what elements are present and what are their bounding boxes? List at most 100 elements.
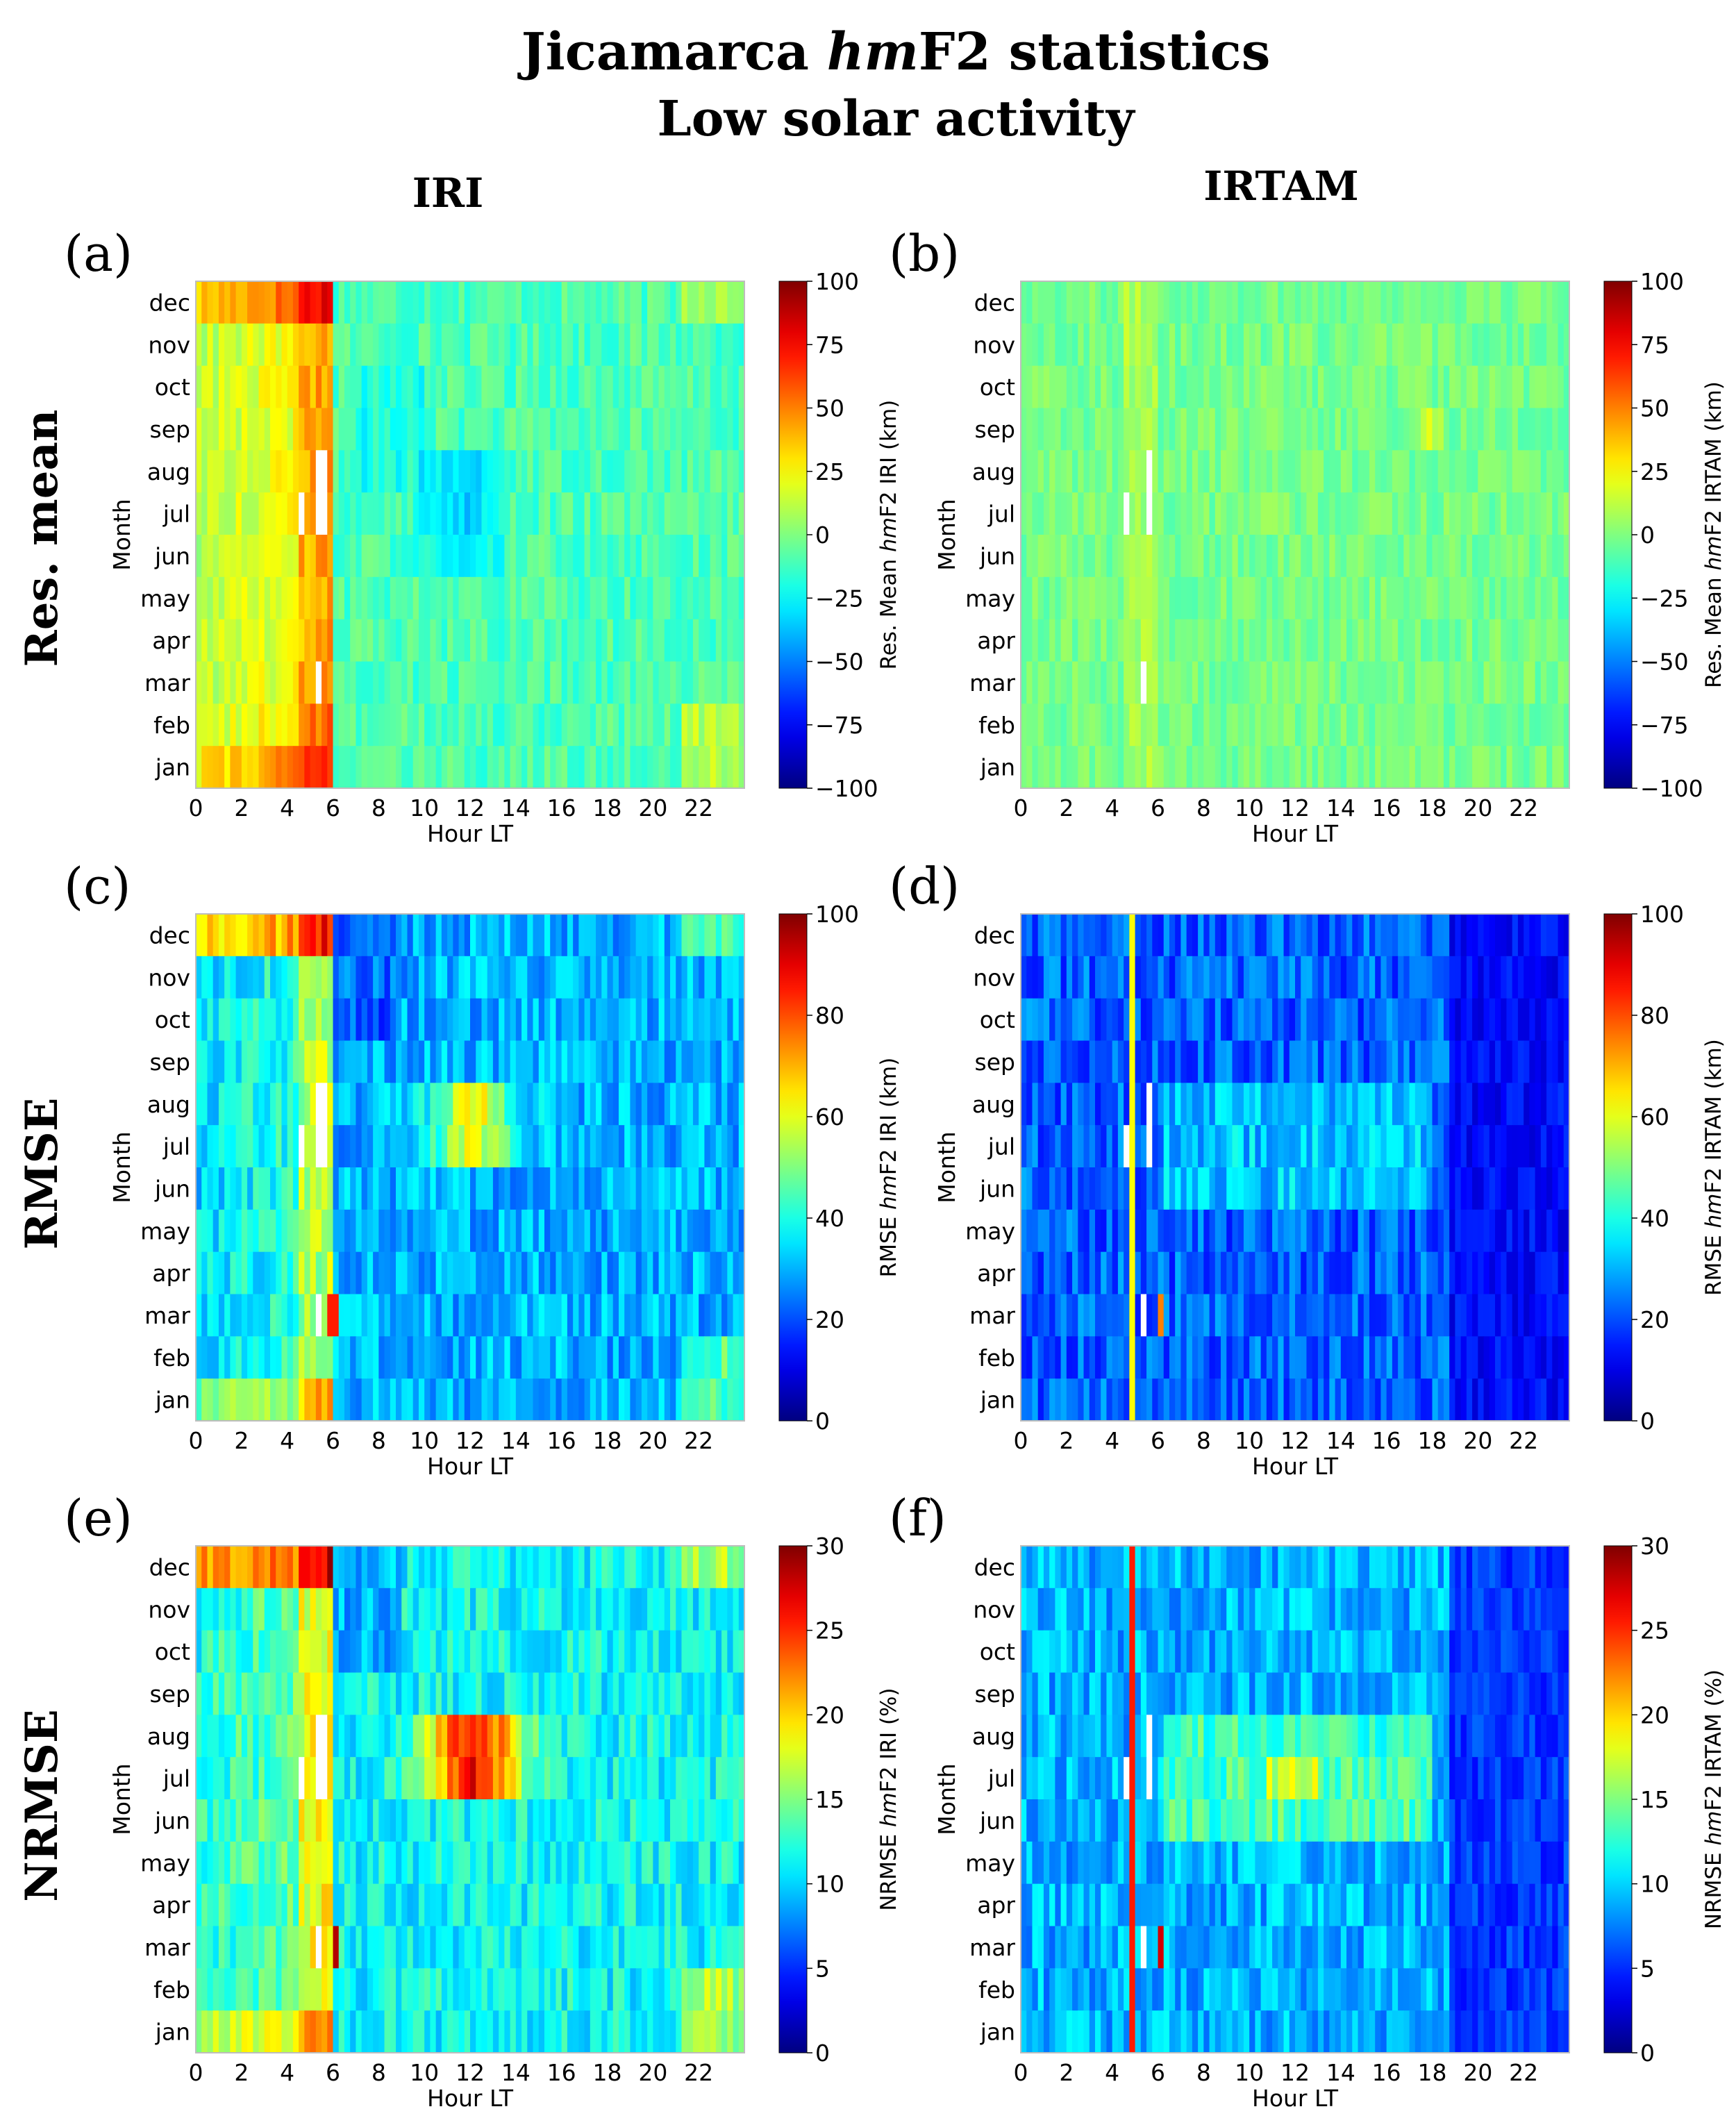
heatmap-cell (230, 1167, 237, 1210)
heatmap-cell (1094, 746, 1101, 789)
panels: (a)decnovoctsepaugjuljunmayaprmarfebjan0… (64, 224, 1726, 2112)
heatmap-cell (1289, 956, 1296, 999)
heatmap-cell (1301, 281, 1308, 324)
heatmap-cell (1209, 281, 1216, 324)
heatmap-cell (1101, 956, 1108, 999)
heatmap-cell (1472, 281, 1478, 324)
heatmap-cell (253, 1336, 260, 1379)
heatmap-cell (1278, 746, 1285, 789)
heatmap-cell (476, 998, 483, 1042)
heatmap-cell (1083, 408, 1090, 451)
heatmap-cell (447, 746, 453, 789)
heatmap-cell (1124, 1083, 1130, 1126)
heatmap-cell (630, 1167, 637, 1210)
heatmap-cell (247, 914, 253, 957)
heatmap-cell (1072, 492, 1078, 535)
heatmap-cell (458, 1251, 465, 1295)
heatmap-cell (1221, 323, 1227, 367)
heatmap-cell (470, 1378, 476, 1422)
heatmap-cell (1306, 1167, 1313, 1210)
heatmap-cell (1455, 746, 1462, 789)
heatmap-cell (1066, 450, 1073, 493)
heatmap-cell (212, 492, 219, 535)
heatmap-cell (464, 281, 471, 324)
heatmap-cell (1432, 1209, 1439, 1253)
heatmap-cell (1163, 1378, 1170, 1422)
heatmap-cell (230, 1083, 237, 1126)
heatmap-cell (1380, 365, 1387, 409)
heatmap-cell (1392, 661, 1399, 704)
y-tick-label: feb (978, 712, 1015, 739)
heatmap-cell (315, 1125, 322, 1168)
heatmap-cell (687, 619, 694, 662)
heatmap-cell (401, 1378, 408, 1422)
heatmap-cell (1295, 956, 1301, 999)
heatmap-cell (378, 998, 385, 1042)
heatmap-cell (481, 576, 488, 620)
heatmap-cell (1540, 281, 1547, 324)
heatmap-cell (618, 1125, 625, 1168)
heatmap-cell (1455, 703, 1462, 747)
heatmap-cell (1409, 1125, 1416, 1168)
heatmap-cell (721, 281, 728, 324)
heatmap-cell (1169, 914, 1176, 957)
heatmap-cell (269, 1546, 276, 1589)
heatmap-cell (1489, 1083, 1496, 1126)
heatmap-cell (1358, 1125, 1364, 1168)
heatmap-cell (1152, 998, 1159, 1042)
heatmap-cell (1215, 914, 1221, 957)
heatmap-cell (373, 1378, 379, 1422)
heatmap-cell (1163, 1294, 1170, 1337)
heatmap-cell (1117, 703, 1124, 747)
heatmap-cell (612, 619, 619, 662)
heatmap-cell (1203, 1251, 1210, 1295)
heatmap-cell (618, 1251, 625, 1295)
colorbar-tick-label: 0 (1640, 1408, 1655, 1435)
heatmap-cell (710, 619, 717, 662)
heatmap-cell (1375, 576, 1382, 620)
heatmap-cell (430, 1209, 437, 1253)
heatmap-cell (1558, 576, 1564, 620)
heatmap-cell (1060, 535, 1067, 578)
heatmap-cell (1363, 998, 1370, 1042)
heatmap-cell (538, 1378, 545, 1422)
heatmap-cell (1346, 703, 1353, 747)
heatmap-cell (567, 1378, 574, 1422)
heatmap-cell (1243, 492, 1250, 535)
heatmap-cell (715, 1294, 722, 1337)
heatmap-cell (299, 1209, 305, 1253)
heatmap-cell (322, 1378, 328, 1422)
heatmap-cell (464, 998, 471, 1042)
heatmap-cell (287, 746, 294, 789)
heatmap-cell (1283, 323, 1290, 367)
heatmap-cell (281, 998, 288, 1042)
heatmap-cell (515, 1336, 522, 1379)
heatmap-cell (521, 1083, 528, 1126)
heatmap-cell (1072, 1040, 1078, 1083)
heatmap-cell (1449, 661, 1456, 704)
heatmap-cell (1506, 535, 1513, 578)
heatmap-cell (1203, 1294, 1210, 1337)
heatmap-cell (1363, 1251, 1370, 1295)
heatmap-cell (561, 914, 568, 957)
heatmap-cell (1380, 1209, 1387, 1253)
heatmap-cell (396, 535, 402, 578)
heatmap-cell (287, 1294, 294, 1337)
heatmap-cell (1083, 1294, 1090, 1337)
heatmap-cell (618, 1167, 625, 1210)
heatmap-cell (373, 1294, 379, 1337)
heatmap-cell (1112, 746, 1119, 789)
heatmap-cell (447, 1378, 453, 1422)
heatmap-cell (618, 323, 625, 367)
y-tick-label: apr (152, 627, 190, 654)
heatmap-cell (212, 1083, 219, 1126)
heatmap-cell (350, 535, 357, 578)
heatmap-cell (1472, 1125, 1478, 1168)
heatmap-cell (1392, 1040, 1399, 1083)
heatmap-cell (247, 956, 253, 999)
heatmap-cell (699, 323, 705, 367)
heatmap-cell (1049, 1336, 1055, 1379)
heatmap-cell (618, 1040, 625, 1083)
heatmap-cell (567, 1209, 574, 1253)
heatmap-cell (390, 1040, 397, 1083)
